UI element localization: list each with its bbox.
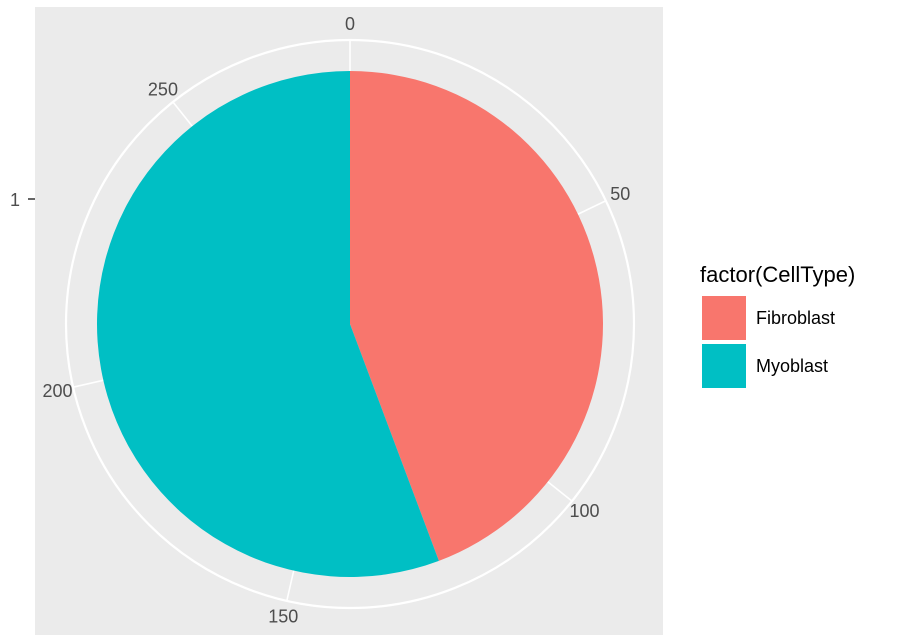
angle-tick-label: 0	[345, 14, 355, 34]
angle-tick-label: 100	[570, 501, 600, 521]
slice-myoblast	[97, 71, 439, 577]
legend-key-fibroblast	[702, 296, 746, 340]
radial-tick-label: 1	[10, 190, 20, 210]
legend-label-myoblast: Myoblast	[756, 356, 828, 376]
legend-title: factor(CellType)	[700, 262, 855, 287]
radial-axis: 1	[10, 190, 35, 210]
legend-keys: Fibroblast Myoblast	[702, 296, 835, 388]
angle-tick-label: 250	[148, 79, 178, 99]
angle-tick-labels: 0 50 100 150 200 250	[42, 14, 630, 626]
angle-tick-label: 150	[268, 606, 298, 626]
legend-label-fibroblast: Fibroblast	[756, 308, 835, 328]
pie-slices	[97, 71, 604, 577]
slice-fibroblast	[350, 71, 604, 561]
angle-tick-label: 50	[610, 184, 630, 204]
legend: factor(CellType) Fibroblast Myoblast	[700, 262, 855, 388]
angle-tick-label: 200	[42, 381, 72, 401]
legend-key-myoblast	[702, 344, 746, 388]
